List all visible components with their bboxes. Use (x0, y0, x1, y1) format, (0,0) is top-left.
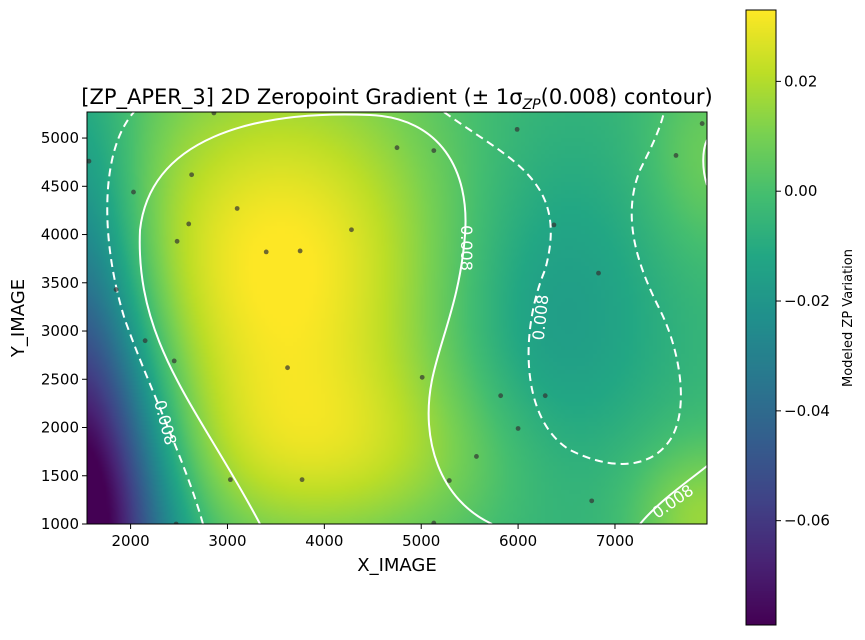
colorbar-frame (745, 9, 777, 626)
data-point-30 (596, 270, 601, 276)
y-tick-label: 5000 (41, 129, 79, 147)
y-tick-label: 4500 (41, 177, 79, 195)
contour-positive-lower-right (639, 465, 707, 524)
x-axis: 2000 3000 4000 5000 6000 7000 (112, 524, 634, 550)
colorbar-tick-label: 0.00 (784, 182, 817, 200)
x-tick-label: 3000 (208, 532, 246, 550)
x-axis-label: X_IMAGE (357, 555, 437, 576)
colorbar-tick-label: −0.04 (784, 402, 830, 420)
data-point-11 (227, 477, 233, 483)
colorbar-tick-label: −0.02 (784, 292, 830, 310)
x-tick-label: 4000 (305, 532, 343, 550)
data-point-25 (514, 126, 520, 132)
data-point-3 (131, 189, 136, 195)
y-axis: 1000 1500 2000 2500 3000 3500 4000 4500 5000 (41, 129, 87, 533)
data-point-13 (263, 249, 269, 255)
data-point-24 (498, 393, 504, 399)
data-point-21 (431, 520, 437, 524)
data-point-14 (285, 365, 290, 371)
data-point-23 (474, 454, 479, 459)
data-point-29 (589, 498, 595, 504)
data-point-1 (87, 158, 92, 164)
y-tick-label: 1500 (41, 467, 79, 485)
data-point-4 (142, 338, 148, 344)
colorbar: 0.02 0.00 −0.02 −0.04 −0.06 Modeled ZP Varia… (745, 9, 856, 626)
y-tick-label: 2000 (41, 419, 79, 437)
data-point-18 (394, 145, 400, 151)
plot-frame (86, 111, 708, 525)
data-point-16 (299, 477, 305, 483)
data-point-10 (211, 112, 217, 116)
contour-negative-middle (443, 112, 682, 465)
contour-label-1: 0.008 (457, 225, 476, 271)
contour-negative-left (106, 112, 204, 524)
colorbar-label: Modeled ZP Variation (841, 249, 856, 387)
contour-positive-right-edge (702, 139, 707, 186)
data-point-7 (174, 238, 180, 244)
colorbar-ticks: 0.02 0.00 −0.02 −0.04 −0.06 (776, 72, 830, 530)
data-points (87, 112, 705, 524)
x-tick-label: 6000 (499, 532, 537, 550)
x-tick-label: 7000 (596, 532, 634, 550)
y-tick-label: 3500 (41, 274, 79, 292)
data-point-31 (673, 153, 679, 158)
heatmap-image (87, 112, 707, 524)
x-tick-label: 5000 (402, 532, 440, 550)
data-point-15 (297, 248, 303, 254)
y-axis-label: Y_IMAGE (8, 279, 29, 358)
data-point-17 (349, 227, 354, 233)
y-tick-label: 1000 (41, 515, 79, 533)
data-point-5 (173, 521, 179, 524)
data-point-28 (551, 222, 557, 228)
colorbar-gradient (746, 10, 776, 625)
colorbar-tick-label: −0.06 (784, 512, 830, 530)
contour-positive-left (138, 113, 493, 524)
chart-title: [ZP_APER_3] 2D Zeropoint Gradient (± 1σZ… (81, 85, 713, 113)
contour-lines (106, 112, 707, 524)
colorbar-tick-label: 0.02 (784, 72, 817, 90)
x-tick-label: 2000 (112, 532, 150, 550)
data-point-19 (419, 374, 425, 380)
contour-label-2: 0.008 (529, 294, 553, 342)
data-point-9 (189, 172, 195, 178)
heatmap (87, 112, 707, 524)
data-point-20 (431, 148, 437, 153)
data-point-22 (446, 478, 452, 483)
data-point-2 (113, 287, 119, 292)
data-point-32 (699, 121, 705, 126)
y-tick-label: 2500 (41, 370, 79, 388)
y-tick-label: 3000 (41, 322, 79, 340)
data-point-27 (542, 393, 548, 399)
data-point-26 (515, 426, 521, 431)
y-tick-label: 4000 (41, 226, 79, 244)
data-point-6 (171, 358, 177, 364)
data-point-8 (186, 221, 192, 227)
data-point-12 (234, 206, 240, 211)
